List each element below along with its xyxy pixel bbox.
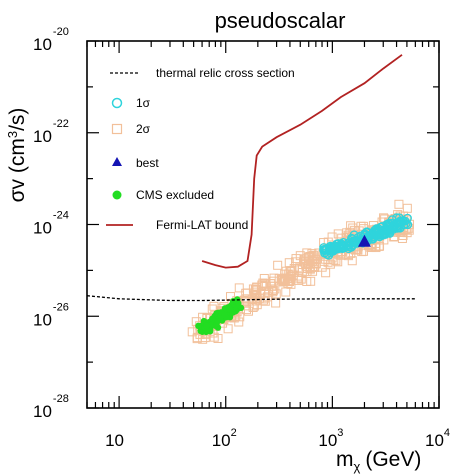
two-sigma-point	[268, 285, 278, 295]
y-tick-label: 10-28	[33, 393, 69, 421]
one-sigma-point	[335, 242, 345, 252]
two-sigma-point	[309, 257, 319, 267]
one-sigma-point	[320, 248, 330, 258]
chart-title: pseudoscalar	[215, 8, 346, 33]
one-sigma-point	[385, 228, 395, 238]
one-sigma-points	[319, 213, 413, 260]
two-sigma-point	[402, 203, 412, 213]
two-sigma-point	[302, 248, 312, 258]
two-sigma-point	[271, 298, 281, 308]
two-sigma-point	[295, 251, 305, 261]
two-sigma-point	[234, 283, 244, 293]
cms-excluded-point	[203, 322, 210, 330]
legend-one-sigma-symbol	[111, 97, 123, 109]
legend-thermal-label: thermal relic cross section	[156, 66, 295, 80]
y-tick-label: 10-26	[33, 301, 69, 329]
legend: thermal relic cross section 1σ 2σ best C…	[106, 66, 295, 232]
one-sigma-point	[343, 240, 353, 250]
cms-excluded-points	[195, 296, 245, 336]
two-sigma-point	[234, 317, 244, 327]
tick-labels: 10 102 103 104 10-20 10-22 10-24 10-26 10-28	[33, 26, 450, 450]
two-sigma-point	[317, 262, 327, 272]
two-sigma-point	[241, 294, 251, 304]
y-tick-label: 10-22	[33, 118, 69, 146]
y-tick-label: 10-24	[33, 210, 69, 238]
one-sigma-point	[377, 227, 386, 237]
x-tick-label: 102	[212, 427, 237, 450]
x-tick-label: 10	[105, 431, 124, 450]
two-sigma-point	[306, 276, 316, 286]
two-sigma-point	[268, 287, 278, 297]
one-sigma-point	[330, 243, 340, 253]
two-sigma-point	[375, 241, 385, 251]
cms-excluded-point	[209, 315, 216, 322]
two-sigma-point	[260, 296, 270, 306]
one-sigma-point	[388, 220, 398, 230]
legend-two-sigma-label: 2σ	[136, 122, 151, 136]
two-sigma-point	[283, 278, 293, 288]
plot-frame	[86, 40, 440, 409]
two-sigma-point	[273, 260, 283, 270]
one-sigma-point	[349, 230, 359, 240]
two-sigma-point	[287, 266, 297, 276]
cms-excluded-point	[221, 311, 228, 319]
x-tick-label: 103	[318, 427, 343, 450]
one-sigma-point	[350, 236, 360, 246]
legend-two-sigma-symbol	[111, 123, 123, 135]
best-fit-point	[357, 234, 371, 247]
fermi-lat-line	[201, 54, 403, 269]
one-sigma-point	[403, 220, 413, 230]
y-tick-label: 10-20	[33, 26, 69, 54]
two-sigma-point	[309, 250, 319, 260]
legend-one-sigma-label: 1σ	[136, 96, 151, 110]
two-sigma-point	[249, 301, 259, 311]
one-sigma-point	[395, 216, 405, 226]
cms-excluded-point	[214, 318, 221, 325]
cms-excluded-point	[206, 328, 214, 335]
legend-best-symbol	[112, 157, 122, 166]
one-sigma-point	[319, 245, 329, 254]
legend-fermi-label: Fermi-LAT bound	[156, 218, 248, 232]
two-sigma-point	[281, 287, 291, 297]
two-sigma-point	[223, 324, 233, 334]
legend-best-label: best	[136, 156, 159, 170]
two-sigma-point	[269, 273, 279, 283]
x-axis-title: mχ (GeV)	[336, 448, 421, 474]
legend-cms-symbol	[112, 190, 122, 200]
two-sigma-point	[301, 261, 311, 271]
two-sigma-point	[241, 288, 251, 298]
two-sigma-point	[289, 263, 299, 273]
x-tick-label: 104	[425, 427, 450, 450]
two-sigma-point	[258, 278, 268, 288]
two-sigma-point	[321, 268, 331, 278]
one-sigma-point	[348, 234, 358, 244]
two-sigma-point	[394, 199, 404, 209]
cms-excluded-point	[229, 297, 237, 305]
one-sigma-point	[368, 233, 378, 243]
one-sigma-point	[362, 227, 372, 237]
legend-cms-label: CMS excluded	[136, 188, 214, 202]
one-sigma-point	[393, 218, 403, 228]
y-axis-title: σv (cm3/s)	[5, 108, 29, 203]
cms-excluded-point	[226, 306, 234, 313]
two-sigma-point	[260, 279, 270, 289]
one-sigma-point	[367, 229, 377, 239]
